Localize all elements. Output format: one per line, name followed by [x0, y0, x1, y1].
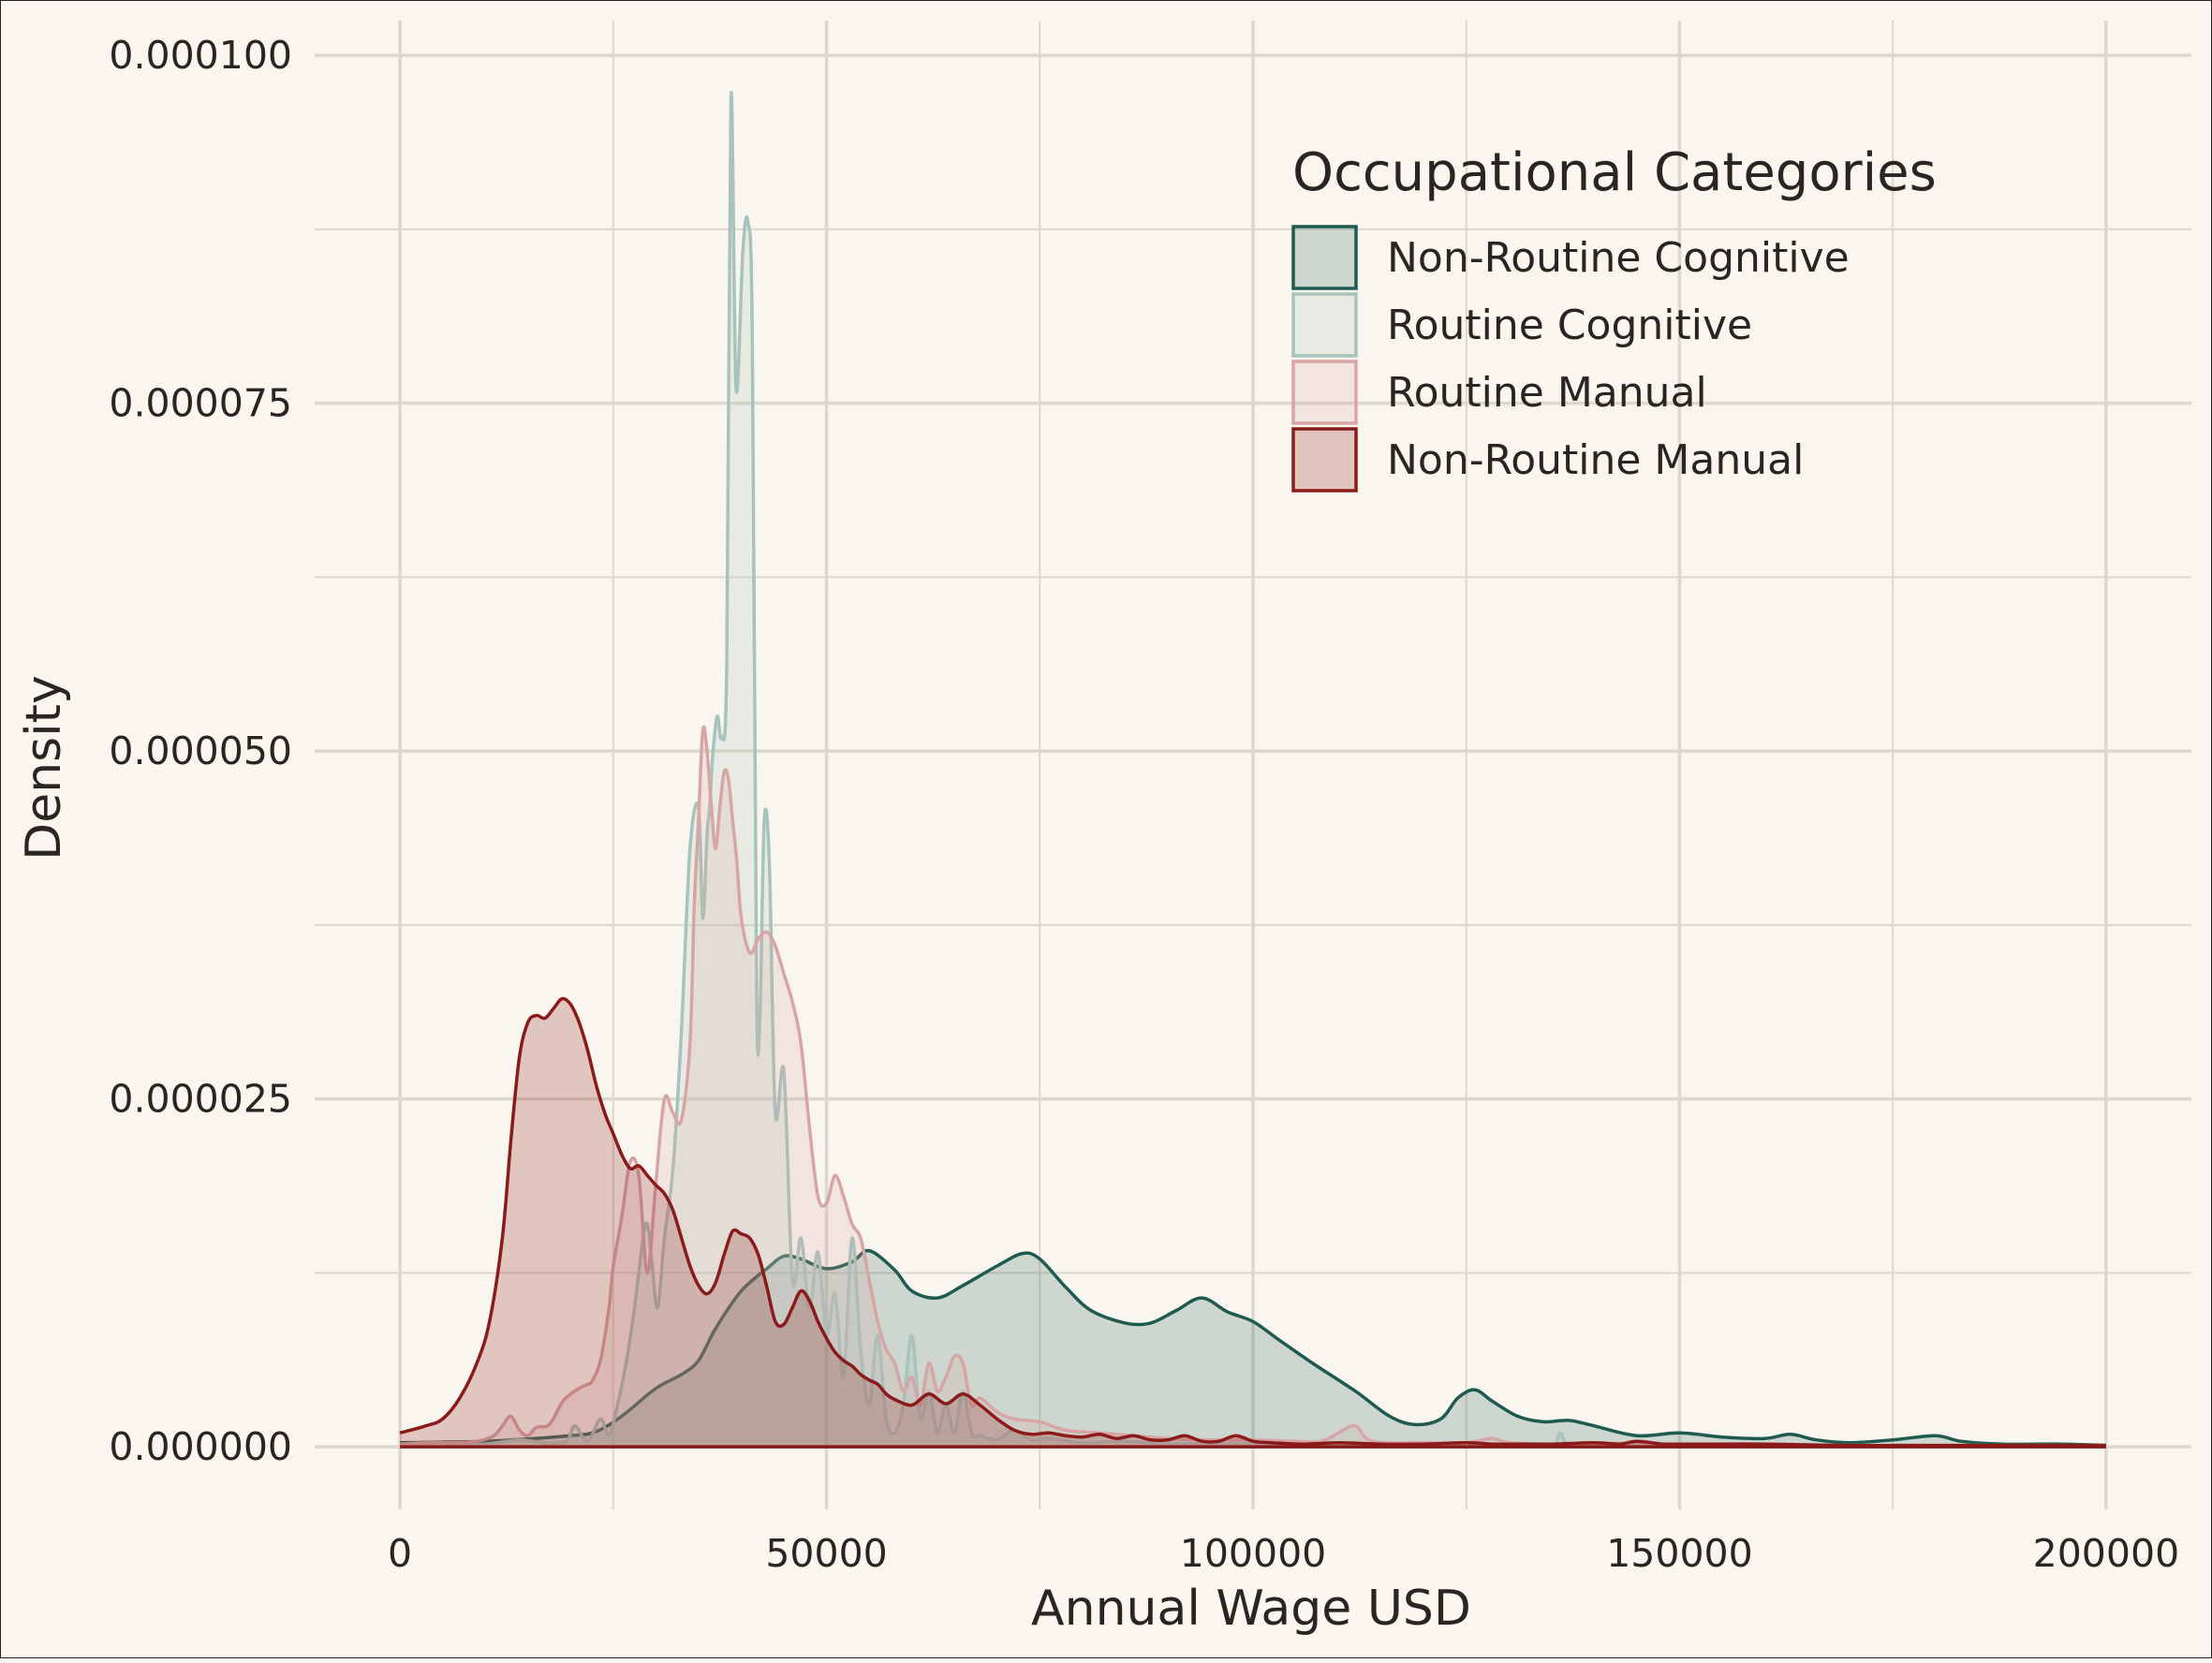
y-tick-label: 0.000025 [109, 1077, 292, 1122]
legend-entries: Non-Routine Cognitive Routine Cognitive Ro… [1291, 225, 1850, 493]
density-line-non-routine-cognitive [400, 1248, 2106, 1448]
x-axis-title: Annual Wage USD [1031, 1581, 1471, 1637]
y-tick-label: 0.000050 [109, 728, 292, 773]
y-axis-title: Density [16, 675, 72, 861]
density-line-routine-manual [399, 725, 2106, 1448]
density-area-routine-manual [400, 727, 2106, 1448]
legend-title: Occupational Categories [1292, 142, 1937, 203]
legend-label: Non-Routine Manual [1387, 436, 1804, 484]
legend-label: Non-Routine Cognitive [1387, 234, 1850, 282]
legend-swatch [1291, 225, 1358, 290]
legend: Occupational Categories Non-Routine Cogn… [1291, 142, 1937, 493]
x-tick-label: 100000 [1180, 1531, 1327, 1576]
x-tick-label: 150000 [1606, 1531, 1753, 1576]
y-tick-label: 0.000075 [109, 381, 292, 426]
x-tick-label: 200000 [2033, 1531, 2180, 1576]
density-line-non-routine-manual [399, 996, 2106, 1448]
x-tick-label: 50000 [765, 1531, 887, 1576]
density-area-non-routine-manual [400, 998, 2106, 1448]
density-area-routine-cognitive [400, 92, 2106, 1448]
x-tick-label: 0 [388, 1531, 412, 1576]
legend-swatch [1291, 360, 1358, 425]
axes: 0 50000 100000 150000 200000 0.000000 0.000025… [109, 33, 2179, 1576]
legend-label: Routine Cognitive [1387, 302, 1752, 349]
legend-swatch [1291, 427, 1358, 493]
y-tick-label: 0.000100 [109, 33, 292, 78]
legend-swatch [1291, 292, 1358, 358]
series-layer [399, 91, 2106, 1449]
legend-label: Routine Manual [1387, 369, 1707, 417]
y-tick-label: 0.000000 [109, 1424, 292, 1469]
density-area-non-routine-cognitive [400, 1250, 2106, 1448]
density-line-routine-cognitive [400, 91, 2106, 1449]
